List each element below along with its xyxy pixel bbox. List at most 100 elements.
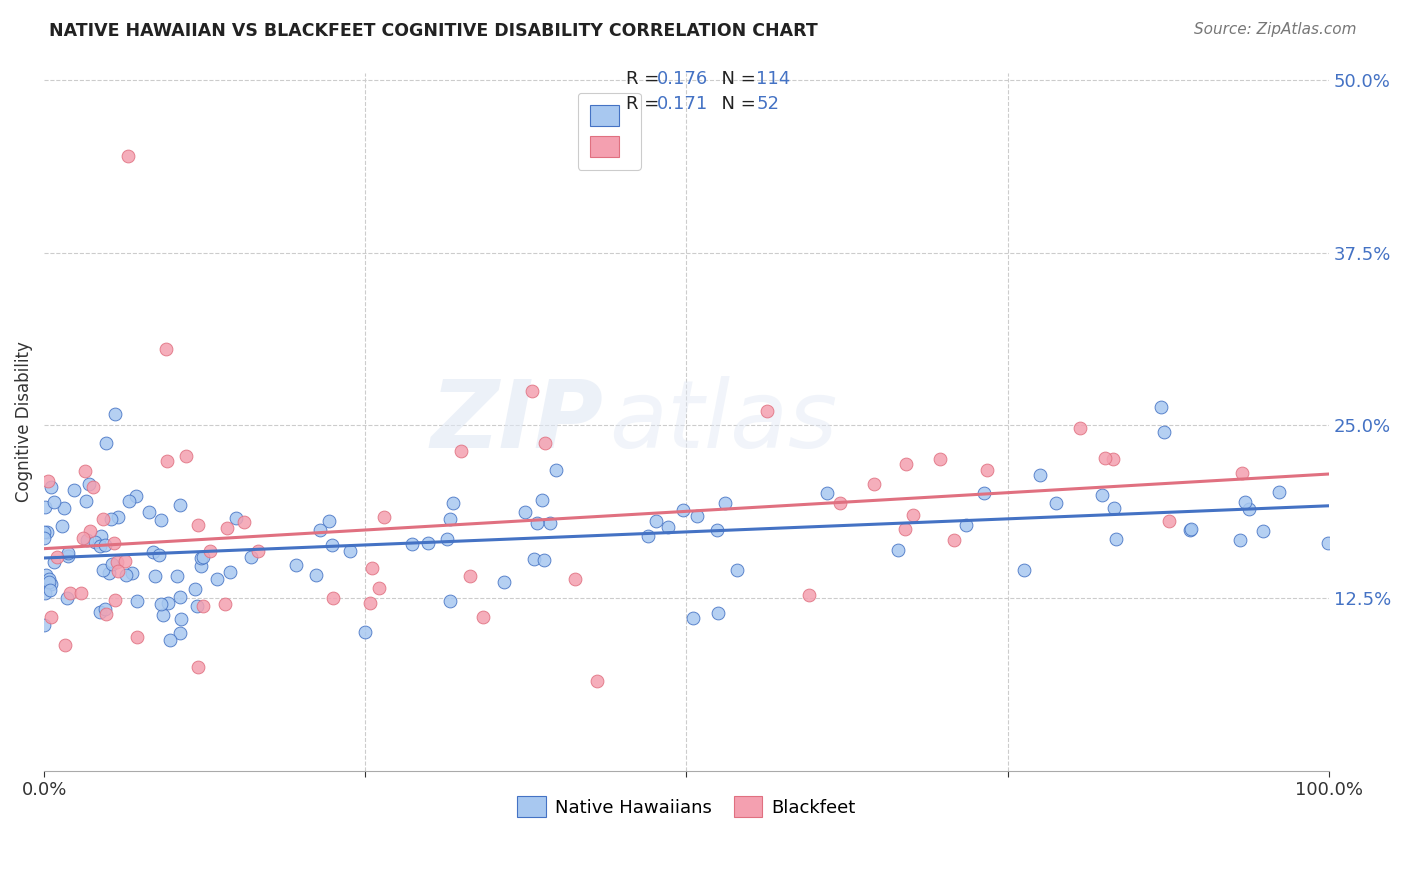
- Point: [41, 609, 63, 624]
- Point: [105, 555, 128, 569]
- Text: atlas: atlas: [609, 376, 838, 467]
- Point: [193, 599, 215, 613]
- Point: [150, 513, 173, 527]
- Point: [56, 546, 79, 560]
- Point: [45, 550, 67, 565]
- Point: [155, 454, 177, 468]
- Point: [56, 549, 79, 564]
- Point: [159, 632, 181, 647]
- Point: [32, 524, 55, 539]
- Point: [1029, 467, 1052, 482]
- Point: [797, 588, 820, 602]
- Point: [284, 558, 307, 572]
- Point: [1178, 523, 1201, 537]
- Point: [367, 582, 389, 596]
- Point: [1229, 533, 1251, 548]
- Point: [104, 408, 127, 422]
- Point: [53, 638, 76, 652]
- Text: NATIVE HAWAIIAN VS BLACKFEET COGNITIVE DISABILITY CORRELATION CHART: NATIVE HAWAIIAN VS BLACKFEET COGNITIVE D…: [49, 22, 818, 40]
- Point: [143, 568, 166, 582]
- Point: [217, 521, 239, 535]
- Point: [44, 555, 66, 569]
- Point: [186, 599, 208, 613]
- Point: [183, 582, 205, 596]
- Point: [1239, 501, 1261, 516]
- Point: [533, 553, 555, 567]
- Point: [117, 149, 139, 163]
- Point: [894, 522, 917, 536]
- Point: [214, 598, 236, 612]
- Point: [901, 508, 924, 522]
- Point: [51, 519, 73, 533]
- Point: [564, 572, 586, 586]
- Point: [125, 630, 148, 644]
- Point: [1230, 466, 1253, 480]
- Point: [657, 520, 679, 534]
- Point: [309, 523, 332, 537]
- Text: N =: N =: [710, 95, 762, 113]
- Point: [513, 505, 536, 519]
- Point: [187, 660, 209, 674]
- Point: [359, 596, 381, 610]
- Point: [450, 444, 472, 458]
- Point: [38, 574, 60, 589]
- Point: [79, 524, 101, 538]
- Point: [522, 384, 544, 398]
- Point: [585, 673, 607, 688]
- Point: [198, 544, 221, 558]
- Point: [101, 557, 124, 571]
- Point: [240, 549, 263, 564]
- Point: [955, 517, 977, 532]
- Point: [76, 533, 98, 548]
- Point: [1268, 484, 1291, 499]
- Text: ZIP: ZIP: [430, 376, 603, 468]
- Point: [39, 577, 62, 591]
- Point: [233, 516, 256, 530]
- Point: [115, 568, 138, 582]
- Point: [533, 436, 555, 450]
- Point: [706, 523, 728, 537]
- Point: [156, 596, 179, 610]
- Point: [637, 529, 659, 543]
- Point: [247, 544, 270, 558]
- Point: [1251, 524, 1274, 538]
- Point: [100, 512, 122, 526]
- Point: [526, 516, 548, 530]
- Point: [169, 499, 191, 513]
- Point: [138, 505, 160, 519]
- Point: [339, 544, 361, 558]
- Point: [77, 476, 100, 491]
- Point: [1094, 450, 1116, 465]
- Point: [928, 452, 950, 467]
- Point: [117, 494, 139, 508]
- Point: [322, 591, 344, 605]
- Point: [58, 586, 80, 600]
- Y-axis label: Cognitive Disability: Cognitive Disability: [15, 342, 32, 502]
- Point: [686, 509, 709, 524]
- Point: [815, 486, 838, 500]
- Point: [1090, 488, 1112, 502]
- Point: [190, 551, 212, 566]
- Point: [1102, 451, 1125, 466]
- Point: [1180, 522, 1202, 536]
- Point: [91, 563, 114, 577]
- Point: [714, 495, 737, 509]
- Point: [1316, 535, 1339, 549]
- Text: 114: 114: [756, 70, 790, 87]
- Point: [973, 486, 995, 500]
- Point: [98, 566, 121, 581]
- Point: [34, 500, 56, 514]
- Point: [1014, 563, 1036, 577]
- Point: [1153, 425, 1175, 439]
- Point: [472, 610, 495, 624]
- Point: [169, 625, 191, 640]
- Point: [148, 548, 170, 562]
- Point: [73, 464, 96, 478]
- Point: [34, 531, 56, 545]
- Point: [39, 582, 62, 597]
- Point: [142, 545, 165, 559]
- Point: [127, 594, 149, 608]
- Point: [94, 607, 117, 621]
- Point: [894, 458, 917, 472]
- Point: [416, 536, 439, 550]
